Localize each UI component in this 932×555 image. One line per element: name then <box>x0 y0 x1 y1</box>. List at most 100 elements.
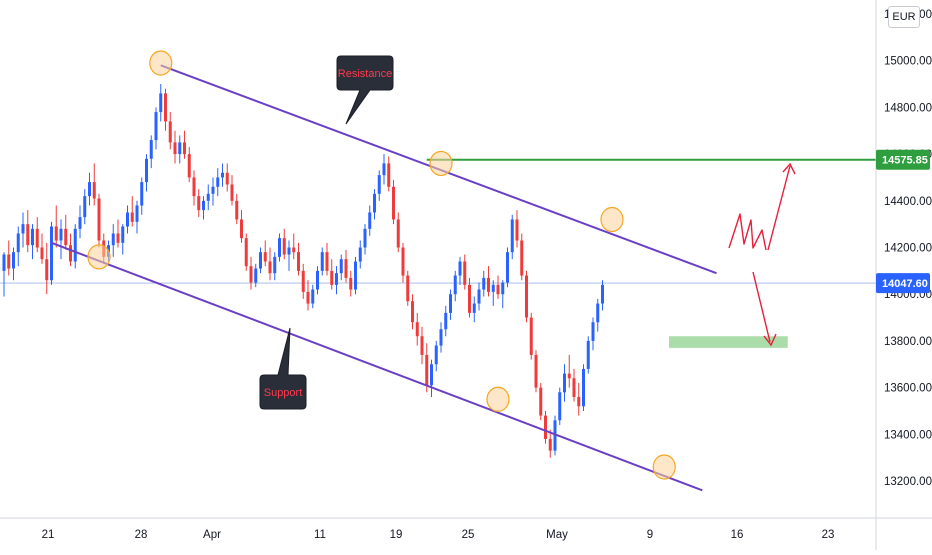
time-tick-label: 28 <box>135 529 148 541</box>
candle-body <box>387 163 391 187</box>
candle-body <box>411 301 414 323</box>
support-callout: Support <box>259 327 307 410</box>
candle-body <box>221 172 224 178</box>
candle-body <box>468 284 471 313</box>
candle-body <box>64 228 68 246</box>
price-tick-label: 13800.00 <box>884 336 932 348</box>
time-tick-label: 19 <box>390 529 403 541</box>
candle-body <box>373 193 376 213</box>
candle-body <box>406 275 410 302</box>
candle-body <box>206 193 210 201</box>
candle-body <box>7 254 11 269</box>
candle-body <box>525 275 528 318</box>
candle-body <box>164 93 167 122</box>
candle-body <box>159 93 163 113</box>
candle-body <box>553 420 557 451</box>
price-label-text: 14047.60 <box>882 278 928 290</box>
price-tick-label: 13400.00 <box>884 429 932 441</box>
time-tick-label: 9 <box>647 529 653 541</box>
currency-selector[interactable]: EUR <box>888 6 920 28</box>
candle-body <box>282 238 286 255</box>
arrow-up-line <box>767 165 791 251</box>
candle-body <box>349 277 353 290</box>
candle-body <box>572 378 576 397</box>
time-tick-label: 23 <box>822 529 835 541</box>
candle-body <box>59 228 63 241</box>
time-tick-label: 25 <box>462 529 475 541</box>
candle-body <box>601 284 604 304</box>
candle-body <box>273 256 277 274</box>
support-callout-shape <box>259 327 307 410</box>
candle-body <box>16 233 20 253</box>
candle-body <box>240 219 243 239</box>
candle-body <box>116 233 120 243</box>
candle-body <box>335 273 338 285</box>
support-callout-label: Support <box>264 387 303 399</box>
candle-body <box>539 387 543 416</box>
candle-body <box>254 268 258 283</box>
candle-body <box>2 254 6 271</box>
candle-body <box>54 226 58 241</box>
candle-body <box>306 291 310 304</box>
candle-body <box>40 247 44 260</box>
candle-body <box>558 392 562 421</box>
candle-body <box>301 270 305 292</box>
price-tick-label: 14200.00 <box>884 243 932 255</box>
candle-body <box>596 303 600 323</box>
candle-body <box>45 259 49 281</box>
candle-body <box>197 196 201 211</box>
candle-body <box>263 252 267 262</box>
candle-body <box>149 140 153 159</box>
candle-body <box>259 252 262 269</box>
candle-body <box>145 158 148 183</box>
candle-body <box>444 312 448 330</box>
candle-body <box>249 266 253 283</box>
candle-body <box>50 226 53 281</box>
candle-body <box>482 277 486 290</box>
arrow-down-line <box>752 271 771 343</box>
candle-body <box>487 277 490 292</box>
candle-body <box>244 238 248 267</box>
candle-body <box>130 212 134 222</box>
candle-body <box>401 247 405 276</box>
candle-body <box>140 182 144 206</box>
pivot-circle <box>149 50 173 76</box>
candle-body <box>297 252 300 271</box>
candle-body <box>496 284 500 295</box>
candle-body <box>268 261 272 274</box>
candle-body <box>178 142 182 155</box>
target-zone <box>669 336 788 348</box>
candle-body <box>548 438 552 451</box>
candle-body <box>392 186 395 220</box>
resistance-callout-label: Resistance <box>338 68 392 80</box>
candle-body <box>192 177 196 197</box>
candle-body <box>111 233 115 246</box>
candle-body <box>154 112 158 141</box>
candle-body <box>430 364 433 386</box>
candle-body <box>453 275 457 295</box>
candle-body <box>472 303 476 313</box>
pivot-circle <box>652 454 676 480</box>
pivot-circle <box>429 150 453 177</box>
candle-body <box>83 196 87 218</box>
support-trendline <box>51 241 703 492</box>
candle-body <box>135 205 139 222</box>
candle-body <box>187 154 191 178</box>
candle-body <box>463 261 467 285</box>
candle-layer <box>2 84 604 458</box>
candle-body <box>202 200 205 211</box>
candle-body <box>491 284 495 292</box>
candle-body <box>26 224 30 246</box>
candle-body <box>311 289 315 304</box>
resistance-callout-shape <box>336 55 394 125</box>
candle-body <box>477 289 481 304</box>
candle-body <box>439 329 443 346</box>
arrow-down-head <box>763 333 777 347</box>
candle-body <box>292 247 296 253</box>
candle-body <box>501 282 505 295</box>
price-tick-label: 14800.00 <box>884 102 932 114</box>
candle-body <box>520 240 524 276</box>
candle-body <box>225 172 229 185</box>
candle-body <box>126 212 129 227</box>
price-label-box <box>876 273 930 294</box>
